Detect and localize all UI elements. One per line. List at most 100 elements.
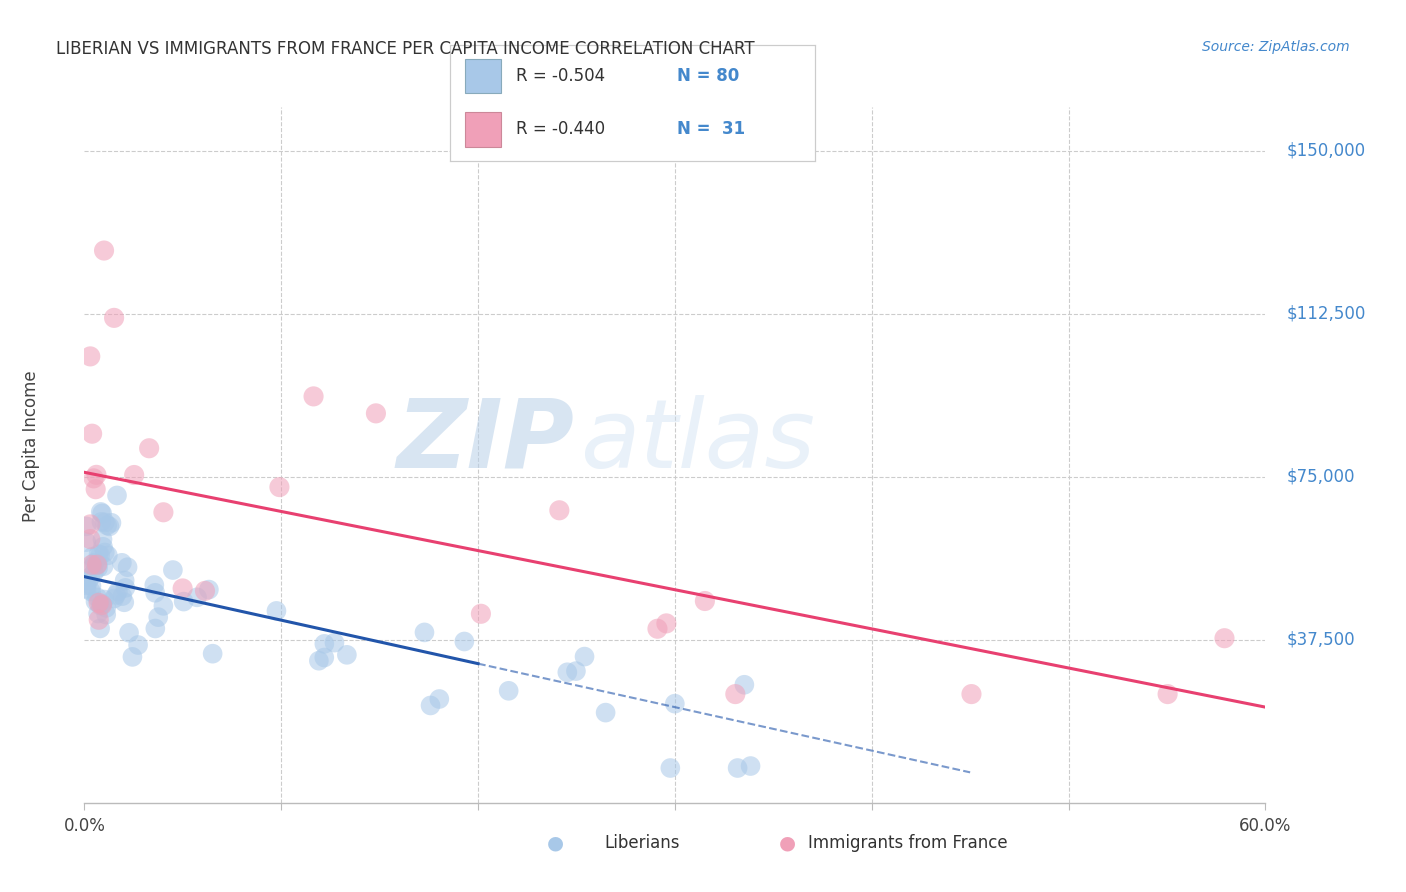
Point	[83, 556, 105, 570]
Point	[94, 516, 117, 530]
Text: N =  31: N = 31	[676, 120, 745, 138]
Point	[89, 548, 111, 562]
Point	[574, 649, 596, 664]
Point	[655, 616, 678, 631]
Text: ●: ●	[779, 833, 796, 853]
Point	[75, 519, 97, 533]
Point	[103, 591, 125, 606]
Point	[90, 515, 112, 529]
Point	[453, 634, 475, 648]
Point	[314, 650, 336, 665]
Point	[82, 426, 104, 441]
Point	[77, 574, 100, 588]
Point	[91, 598, 114, 612]
Point	[104, 588, 127, 602]
Point	[143, 586, 166, 600]
Point	[314, 637, 336, 651]
Text: R = -0.504: R = -0.504	[516, 67, 605, 85]
Point	[960, 687, 983, 701]
Point	[93, 244, 115, 258]
Point	[117, 560, 139, 574]
Point	[90, 599, 112, 613]
Point	[83, 566, 105, 580]
Point	[87, 547, 110, 561]
Point	[727, 761, 749, 775]
Point	[79, 532, 101, 546]
Point	[84, 482, 107, 496]
Point	[427, 692, 450, 706]
Point	[96, 600, 118, 615]
Text: Per Capita Income: Per Capita Income	[22, 370, 39, 522]
Text: atlas: atlas	[581, 394, 815, 488]
Point	[94, 545, 117, 559]
Point	[198, 582, 221, 597]
Point	[740, 759, 762, 773]
Point	[724, 687, 747, 701]
Point	[83, 558, 105, 573]
Text: Immigrants from France: Immigrants from France	[808, 834, 1008, 852]
Point	[302, 389, 325, 403]
Point	[83, 471, 105, 485]
Point	[87, 561, 110, 575]
Point	[693, 594, 716, 608]
Point	[96, 518, 118, 533]
Point	[419, 698, 441, 713]
Point	[595, 706, 617, 720]
Point	[97, 549, 120, 563]
Point	[565, 664, 588, 678]
Point	[86, 467, 108, 482]
Point	[107, 584, 129, 599]
Point	[87, 613, 110, 627]
Point	[152, 599, 174, 613]
Point	[86, 591, 108, 605]
Point	[76, 578, 98, 592]
Point	[103, 310, 125, 325]
Point	[664, 697, 686, 711]
Point	[121, 649, 143, 664]
Point	[557, 665, 579, 680]
Point	[336, 648, 359, 662]
Point	[118, 625, 141, 640]
Point	[87, 596, 110, 610]
Point	[172, 582, 194, 596]
Bar	[464, 59, 501, 94]
Point	[75, 535, 97, 549]
Point	[127, 638, 149, 652]
Point	[90, 505, 112, 519]
Point	[148, 610, 170, 624]
Point	[98, 519, 121, 533]
Point	[87, 607, 110, 621]
Point	[76, 582, 98, 596]
Point	[647, 622, 669, 636]
Point	[87, 558, 110, 572]
Text: $75,000: $75,000	[1286, 467, 1355, 485]
Point	[659, 761, 682, 775]
Point	[143, 622, 166, 636]
Point	[266, 604, 288, 618]
Point	[308, 654, 330, 668]
Point	[112, 595, 135, 609]
Point	[194, 583, 217, 598]
Point	[470, 607, 492, 621]
Point	[100, 516, 122, 530]
Point	[86, 558, 108, 572]
Point	[91, 507, 114, 521]
Point	[323, 635, 346, 649]
Point	[79, 570, 101, 584]
Point	[91, 533, 114, 547]
Text: Liberians: Liberians	[605, 834, 681, 852]
Point	[152, 505, 174, 519]
Point	[548, 503, 571, 517]
Point	[111, 589, 134, 603]
Point	[122, 468, 145, 483]
Point	[138, 442, 160, 456]
Point	[79, 517, 101, 532]
Text: LIBERIAN VS IMMIGRANTS FROM FRANCE PER CAPITA INCOME CORRELATION CHART: LIBERIAN VS IMMIGRANTS FROM FRANCE PER C…	[56, 40, 755, 58]
Point	[96, 607, 118, 622]
Point	[80, 584, 103, 599]
Text: R = -0.440: R = -0.440	[516, 120, 605, 138]
Point	[91, 597, 114, 611]
Point	[89, 622, 111, 636]
Point	[1156, 687, 1178, 701]
Text: $112,500: $112,500	[1286, 304, 1365, 323]
